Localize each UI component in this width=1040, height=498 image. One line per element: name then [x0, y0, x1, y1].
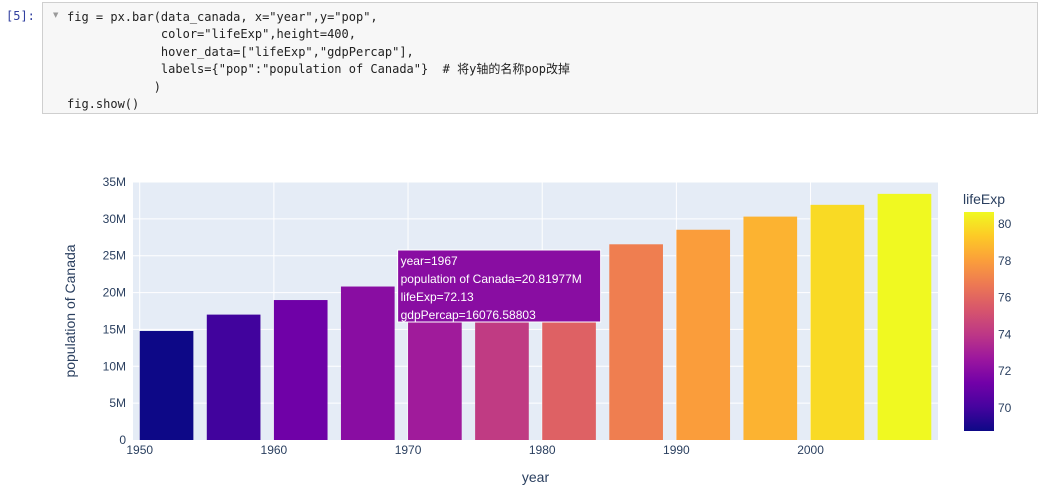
- y-axis-ticks: 0 5M 10M 15M 20M 25M 30M 35M: [103, 175, 127, 447]
- x-axis-ticks: 1950 1960 1970 1980 1990 2000: [126, 443, 824, 457]
- x-tick-label: 1970: [395, 443, 422, 457]
- x-tick-label: 1980: [529, 443, 556, 457]
- tooltip-line: lifeExp=72.13: [401, 290, 474, 304]
- cell-prompt: [5]:: [6, 9, 35, 23]
- y-tick-label: 20M: [103, 286, 126, 300]
- colorbar-title: lifeExp: [963, 191, 1005, 207]
- bar-1957[interactable]: [206, 314, 261, 440]
- y-tick-label: 0: [119, 433, 126, 447]
- bar-1962[interactable]: [273, 300, 328, 440]
- code-cell[interactable]: ▼ fig = px.bar(data_canada, x="year",y="…: [42, 2, 1038, 114]
- colorbar-tick-label: 74: [998, 327, 1012, 341]
- x-tick-label: 1950: [126, 443, 153, 457]
- y-tick-label: 25M: [103, 249, 126, 263]
- bar-2007[interactable]: [877, 193, 932, 440]
- colorbar-gradient: [964, 212, 994, 431]
- code-line: fig.show(): [67, 97, 140, 112]
- bar-1967[interactable]: [340, 286, 395, 440]
- colorbar-tick-label: 72: [998, 364, 1012, 378]
- y-axis-title: population of Canada: [62, 244, 78, 377]
- colorbar-tick-label: 76: [998, 291, 1012, 305]
- x-tick-label: 1960: [261, 443, 288, 457]
- y-tick-label: 5M: [109, 396, 126, 410]
- colorbar-tick-label: 70: [998, 401, 1012, 415]
- colorbar-tick-label: 80: [998, 217, 1012, 231]
- bars: [139, 193, 932, 440]
- tooltip-line: gdpPercap=16076.58803: [401, 308, 536, 322]
- code-editor[interactable]: fig = px.bar(data_canada, x="year",y="po…: [67, 9, 570, 113]
- collapse-toggle-icon[interactable]: ▼: [53, 11, 59, 19]
- tooltip-box: [397, 249, 602, 323]
- y-tick-label: 35M: [103, 175, 126, 189]
- code-line: color="lifeExp",height=400,: [67, 27, 356, 42]
- y-tick-label: 10M: [103, 359, 126, 373]
- colorbar: lifeExp 70 72 74 76 78 80: [963, 191, 1012, 431]
- tooltip-line: year=1967: [401, 254, 458, 268]
- bar-1987[interactable]: [609, 244, 663, 440]
- x-tick-label: 1990: [663, 443, 690, 457]
- code-line: hover_data=["lifeExp","gdpPercap"],: [67, 44, 414, 59]
- code-line: labels={"pop":"population of Canada"} # …: [67, 62, 571, 77]
- x-axis-title: year: [522, 469, 550, 485]
- colorbar-ticks: 70 72 74 76 78 80: [998, 217, 1012, 415]
- x-tick-label: 2000: [797, 443, 824, 457]
- code-line: fig = px.bar(data_canada, x="year",y="po…: [67, 10, 378, 24]
- bar-1952[interactable]: [139, 331, 194, 440]
- y-tick-label: 30M: [103, 212, 126, 226]
- code-line: ): [67, 79, 161, 94]
- colorbar-tick-label: 78: [998, 254, 1012, 268]
- tooltip-line: population of Canada=20.81977M: [401, 272, 582, 286]
- bar-1992[interactable]: [676, 229, 731, 440]
- bar-2002[interactable]: [810, 204, 865, 440]
- hover-tooltip: year=1967 population of Canada=20.81977M l…: [397, 249, 602, 323]
- y-tick-label: 15M: [103, 322, 126, 336]
- bar-1997[interactable]: [743, 216, 798, 440]
